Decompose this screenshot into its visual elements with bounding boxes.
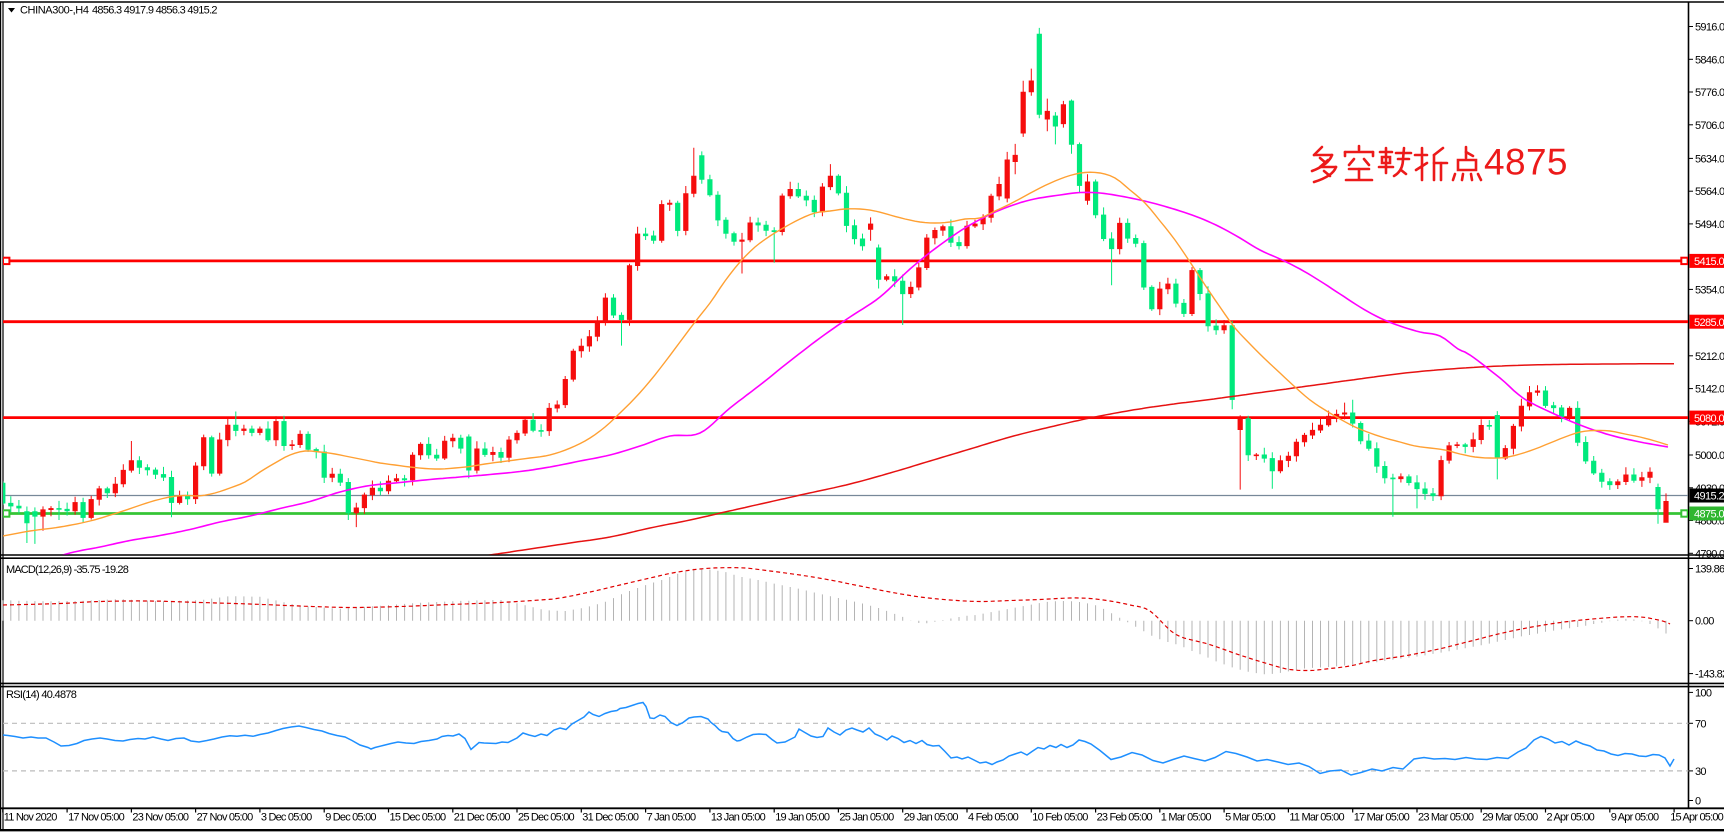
svg-text:4915.2: 4915.2 — [1694, 491, 1724, 503]
svg-text:31 Dec 05:00: 31 Dec 05:00 — [582, 812, 639, 824]
svg-text:1 Mar 05:00: 1 Mar 05:00 — [1161, 812, 1212, 824]
svg-text:5564.0: 5564.0 — [1695, 186, 1724, 198]
svg-text:23 Feb 05:00: 23 Feb 05:00 — [1097, 812, 1153, 824]
svg-text:17 Mar 05:00: 17 Mar 05:00 — [1354, 812, 1410, 824]
svg-text:0.00: 0.00 — [1695, 616, 1714, 628]
svg-text:19 Jan 05:00: 19 Jan 05:00 — [775, 812, 830, 824]
svg-text:5916.0: 5916.0 — [1695, 22, 1724, 34]
svg-text:21 Dec 05:00: 21 Dec 05:00 — [454, 812, 511, 824]
svg-text:5142.0: 5142.0 — [1695, 384, 1724, 396]
svg-text:10 Feb 05:00: 10 Feb 05:00 — [1032, 812, 1088, 824]
svg-text:4790.0: 4790.0 — [1695, 548, 1724, 560]
svg-text:4 Feb 05:00: 4 Feb 05:00 — [968, 812, 1019, 824]
svg-text:15 Dec 05:00: 15 Dec 05:00 — [390, 812, 447, 824]
svg-text:70: 70 — [1695, 718, 1706, 730]
svg-text:27 Nov 05:00: 27 Nov 05:00 — [197, 812, 254, 824]
svg-text:3 Dec 05:00: 3 Dec 05:00 — [261, 812, 312, 824]
svg-text:100: 100 — [1695, 687, 1712, 699]
svg-text:CHINA300-,H4: CHINA300-,H4 — [20, 5, 89, 17]
svg-text:30: 30 — [1695, 766, 1706, 778]
svg-text:2 Apr 05:00: 2 Apr 05:00 — [1547, 812, 1595, 824]
svg-text:23 Mar 05:00: 23 Mar 05:00 — [1418, 812, 1474, 824]
svg-text:5354.0: 5354.0 — [1695, 284, 1724, 296]
svg-text:5415.0: 5415.0 — [1694, 256, 1724, 268]
svg-text:7 Jan 05:00: 7 Jan 05:00 — [647, 812, 696, 824]
svg-text:4875.0: 4875.0 — [1694, 509, 1724, 521]
svg-text:139.86: 139.86 — [1695, 564, 1724, 576]
svg-text:13 Jan 05:00: 13 Jan 05:00 — [711, 812, 766, 824]
svg-text:5776.0: 5776.0 — [1695, 87, 1724, 99]
svg-text:5706.0: 5706.0 — [1695, 120, 1724, 132]
svg-text:5000.0: 5000.0 — [1695, 450, 1724, 462]
svg-text:9 Apr 05:00: 9 Apr 05:00 — [1611, 812, 1659, 824]
svg-text:25 Dec 05:00: 25 Dec 05:00 — [518, 812, 575, 824]
svg-text:15 Apr 05:00: 15 Apr 05:00 — [1670, 812, 1723, 824]
svg-text:5080.0: 5080.0 — [1694, 413, 1724, 425]
svg-text:25 Jan 05:00: 25 Jan 05:00 — [839, 812, 894, 824]
svg-text:11 Nov 2020: 11 Nov 2020 — [4, 812, 57, 824]
svg-text:-143.82: -143.82 — [1695, 669, 1724, 681]
svg-text:5 Mar 05:00: 5 Mar 05:00 — [1225, 812, 1276, 824]
svg-text:29 Jan 05:00: 29 Jan 05:00 — [904, 812, 959, 824]
svg-text:5212.0: 5212.0 — [1695, 351, 1724, 363]
svg-text:0: 0 — [1695, 796, 1701, 808]
svg-text:17 Nov 05:00: 17 Nov 05:00 — [68, 812, 125, 824]
svg-text:5494.0: 5494.0 — [1695, 219, 1724, 231]
svg-text:5846.0: 5846.0 — [1695, 54, 1724, 66]
svg-text:9 Dec 05:00: 9 Dec 05:00 — [325, 812, 376, 824]
svg-text:11 Mar 05:00: 11 Mar 05:00 — [1289, 812, 1344, 824]
svg-text:29 Mar 05:00: 29 Mar 05:00 — [1482, 812, 1538, 824]
svg-text:MACD(12,26,9) -35.75 -19.28: MACD(12,26,9) -35.75 -19.28 — [6, 564, 129, 576]
svg-text:RSI(14) 40.4878: RSI(14) 40.4878 — [6, 689, 77, 701]
svg-text:23 Nov 05:00: 23 Nov 05:00 — [132, 812, 189, 824]
svg-text:5285.0: 5285.0 — [1694, 317, 1724, 329]
svg-text:5634.0: 5634.0 — [1695, 153, 1724, 165]
svg-text:4856.3 4917.9 4856.3 4915.2: 4856.3 4917.9 4856.3 4915.2 — [92, 5, 217, 17]
svg-text:4875: 4875 — [1484, 142, 1568, 183]
